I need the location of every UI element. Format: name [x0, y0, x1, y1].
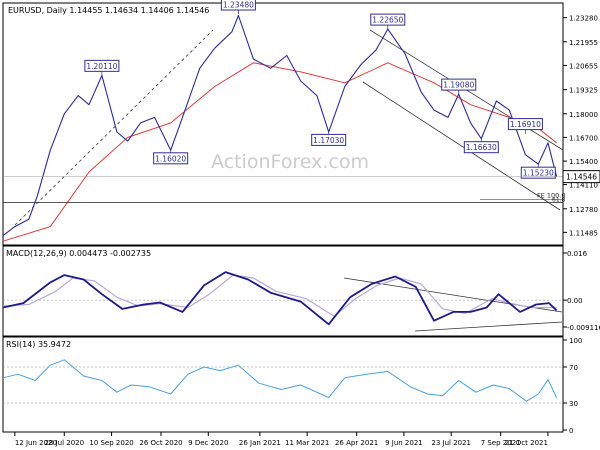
pivot-box — [311, 133, 347, 146]
pivot-label: 1.16630 — [466, 143, 497, 152]
time-tick-label: 26 Apr 2021 — [335, 439, 378, 447]
price-tick-label: 1.20655 — [569, 62, 598, 70]
macd-tick-label: -0.009116 — [567, 324, 600, 332]
time-tick-label: 10 Sep 2020 — [89, 439, 133, 447]
macd-tick-label: 0.00 — [567, 297, 583, 305]
pivot-box — [220, 0, 256, 11]
pivot-label: 1.23480 — [223, 1, 254, 10]
macd-line — [2, 271, 558, 326]
rsi-tick-label: 0 — [569, 427, 573, 435]
time-tick-label: 28 Jul 2020 — [44, 439, 84, 447]
watermark: ActionForex.com — [211, 151, 369, 173]
pivot-box — [370, 13, 406, 26]
last-price-marker: 1.14546 — [3, 170, 600, 184]
time-tick-label: 7 Sep 2021 — [481, 439, 521, 447]
pivot-label: 1.16020 — [155, 154, 186, 163]
pivot-label: 1.22650 — [372, 16, 403, 25]
price-tick-label: 1.23280 — [569, 15, 598, 23]
rsi-panel — [2, 336, 564, 433]
macd-panel-title: MACD(12,26,9) 0.004473 -0.002735 — [6, 249, 151, 258]
rsi-tick-label: 70 — [569, 364, 578, 372]
pivot-box — [84, 59, 120, 72]
last-price-label: 1.14546 — [566, 173, 597, 182]
time-tick-label: 11 Mar 2021 — [285, 439, 329, 447]
pivot-label: 1.19080 — [443, 81, 474, 90]
pivot-annotations: 1.20110 1.16020 1.23480 1.17030 1.22650 1.190… — [84, 0, 556, 179]
macd-lower-trendline — [414, 321, 563, 332]
rsi-line — [2, 359, 558, 402]
pivot-label: 1.17030 — [313, 136, 344, 145]
time-tick-label: 26 Oct 2020 — [139, 439, 182, 447]
fibonacci-projection: FE 100.061.8 — [3, 192, 566, 204]
moving-average-series — [2, 62, 557, 242]
time-tick-label: 26 Jan 2021 — [239, 439, 281, 447]
pivot-label: 1.16910 — [510, 120, 541, 129]
macd-signal-line — [2, 274, 557, 317]
uptrend-line-dashed — [14, 29, 214, 226]
last-price-box — [562, 170, 600, 184]
price-tick-label: 1.11485 — [569, 229, 598, 237]
price-tick-label: 1.15400 — [569, 158, 598, 166]
rsi-series-group — [2, 359, 558, 402]
time-tick-label: 21 Oct 2021 — [505, 439, 548, 447]
fib-label: FE 100.0 — [537, 192, 566, 200]
price-tick-label: 1.21955 — [569, 39, 598, 47]
price-panel-title: EURUSD, Daily 1.14455 1.14634 1.14406 1.… — [8, 6, 209, 15]
channel-lower-line — [362, 81, 561, 211]
price-line — [2, 14, 558, 237]
macd-panel — [2, 245, 564, 337]
rsi-axis: 100 70 30 0 — [3, 337, 582, 435]
pivot-box — [441, 78, 477, 91]
pivot-box — [520, 166, 556, 179]
price-tick-label: 1.14110 — [569, 182, 598, 190]
time-tick-label: 9 Jun 2021 — [385, 439, 423, 447]
price-tick-label: 1.19325 — [569, 87, 598, 95]
price-panel — [2, 2, 564, 246]
macd-series-group — [2, 271, 558, 326]
pivot-label: 1.15230 — [523, 169, 554, 178]
rsi-tick-label: 100 — [569, 337, 582, 345]
time-tick-label: 23 Jul 2021 — [431, 439, 471, 447]
rsi-tick-label: 30 — [569, 400, 578, 408]
moving-average-line — [2, 62, 557, 242]
time-tick-label: 9 Dec 2020 — [188, 439, 228, 447]
price-tick-label: 1.18000 — [569, 111, 598, 119]
pivot-box — [153, 152, 189, 165]
price-series — [2, 14, 558, 237]
macd-axis: 0.016 0.00 -0.009116 — [3, 250, 600, 332]
price-tick-label: 1.16700 — [569, 134, 598, 142]
pivot-box — [463, 141, 499, 154]
pivot-box — [507, 118, 543, 131]
macd-tick-label: 0.016 — [567, 250, 588, 258]
pivot-label: 1.20110 — [86, 62, 117, 71]
price-tick-label: 1.12780 — [569, 206, 598, 214]
price-axis: 1.23280 1.21955 1.20655 1.19325 1.18000 1.167… — [563, 15, 598, 237]
time-tick-label: 12 Jun 2020 — [15, 439, 57, 447]
fib-label-secondary: 61.8 — [552, 197, 566, 204]
rsi-panel-title: RSI(14) 35.9472 — [6, 340, 71, 349]
